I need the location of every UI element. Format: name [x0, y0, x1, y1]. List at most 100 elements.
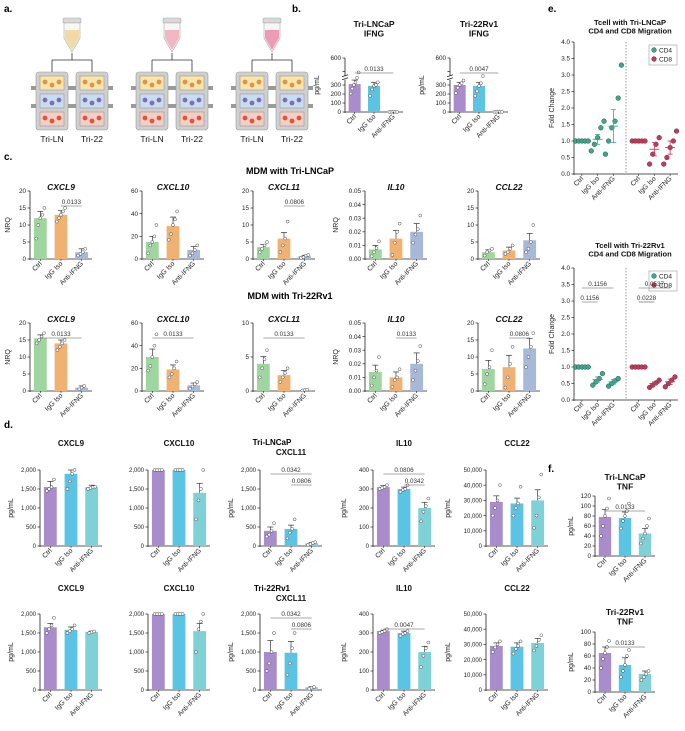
y-tick-label: 10 [19, 354, 27, 361]
bar-ctrl [453, 85, 466, 112]
data-point [57, 216, 61, 220]
panel-letter-b: b. [292, 4, 301, 15]
cell-dot [242, 97, 248, 103]
chart-title: Tri-LNCaP [604, 472, 645, 482]
y-tick-label: 10 [19, 222, 27, 229]
cell-dot [182, 79, 188, 85]
chart-title: CXCL9 [58, 439, 85, 448]
clip [231, 104, 236, 108]
bar-anti-ifng [531, 642, 545, 690]
cell-dot [289, 82, 295, 88]
chart-title: Tri-22Rv1 [606, 607, 645, 617]
cell-dot [256, 97, 262, 103]
y-tick-label: 10 [242, 222, 250, 229]
y-tick-label: 4.0 [561, 265, 570, 272]
data-point [599, 666, 603, 670]
axis-break [446, 74, 454, 78]
axis-break-gap [447, 75, 453, 80]
data-point [59, 213, 63, 217]
cell-dot [249, 82, 255, 88]
bar-igg-iso [618, 518, 632, 556]
x-tick-label: Ctrl [31, 392, 44, 405]
data-point [272, 521, 276, 525]
y-axis-label: pg/mL [341, 498, 348, 518]
bar-igg-iso [284, 528, 298, 546]
legend-label-cd8: CD8 [659, 283, 672, 290]
cell-dot [156, 97, 162, 103]
data-point [382, 485, 387, 489]
y-tick-label: 1.5 [561, 348, 570, 355]
data-point [160, 468, 164, 472]
y-tick-label: 0 [134, 388, 138, 395]
panel-letter-e: e. [548, 4, 557, 15]
clip [71, 86, 76, 90]
cell-dot [49, 118, 55, 124]
data-point [516, 501, 520, 506]
data-point [413, 232, 418, 237]
y-tick-label: 0 [245, 388, 249, 395]
bar-ctrl [481, 368, 495, 391]
bar-ctrl [256, 363, 270, 391]
data-point [419, 665, 423, 669]
chart-d10: CCL22 0 10,000 20,000 30,000 40,000 50,000 pg/m… [445, 584, 548, 718]
data-point [485, 250, 489, 254]
bar-ctrl [43, 627, 57, 690]
bar-igg-iso [277, 238, 291, 259]
y-tick-label: 2,000 [129, 468, 145, 474]
cell-dot [256, 115, 262, 121]
data-point [62, 338, 67, 342]
cell-dot [156, 115, 162, 121]
clip [231, 86, 236, 90]
y-tick-label: 20 [19, 188, 27, 195]
data-point [180, 468, 185, 472]
section-title-c-top: MDM with Tri-LNCaP [246, 166, 334, 176]
y-tick-label: 0 [587, 553, 591, 560]
data-point [424, 646, 428, 650]
y-tick-label: 40,000 [464, 627, 483, 633]
data-point [603, 514, 607, 518]
y-tick-label: 0.04 [349, 334, 362, 341]
data-point [644, 672, 648, 676]
data-point [81, 250, 85, 254]
data-point [390, 253, 395, 257]
bar-ctrl [256, 247, 270, 259]
data-point-cd8 [656, 135, 662, 141]
data-point [393, 240, 397, 245]
data-point [369, 383, 374, 388]
chart-title: CXCL11 [276, 594, 307, 603]
data-point [518, 484, 523, 489]
x-tick-label: Ctrl [374, 547, 387, 560]
cell-dot [149, 100, 155, 106]
data-point [194, 517, 198, 522]
clip [268, 104, 273, 108]
data-point [148, 364, 153, 368]
clip [168, 104, 173, 108]
data-point [272, 631, 276, 635]
data-point [193, 248, 197, 252]
data-point-cd4 [615, 375, 621, 382]
y-tick-label: 20 [584, 677, 592, 684]
data-point [398, 634, 403, 638]
data-point [534, 644, 539, 648]
data-point [55, 219, 59, 224]
chart-title: CXCL9 [47, 314, 75, 324]
y-tick-label: 1,500 [241, 487, 257, 493]
data-point-cd8 [662, 384, 668, 390]
bar-igg-iso [368, 85, 380, 112]
y-tick-label: 20 [584, 543, 592, 550]
bar-anti-ifng [193, 631, 207, 690]
data-point [369, 254, 374, 259]
cell-dot [42, 79, 48, 85]
y-tick-label: 300 [435, 82, 446, 89]
y-tick-label: 0 [470, 256, 474, 263]
data-point [154, 223, 159, 227]
y-axis-label: NRQ [333, 217, 340, 233]
y-tick-label: 0 [337, 109, 341, 116]
data-point [490, 650, 495, 654]
x-tick-label: Ctrl [254, 260, 267, 273]
data-point [355, 76, 359, 80]
bar-ctrl [263, 652, 277, 690]
y-tick-label: 2.5 [561, 89, 570, 96]
